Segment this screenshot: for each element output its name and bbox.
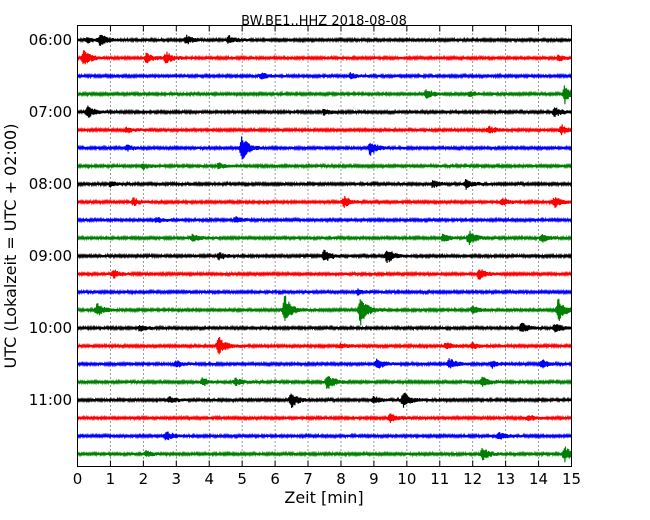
trace-line: [76, 196, 573, 209]
y-axis: 06:00 07:00 08:00 09:00 10:00 11:00: [29, 31, 572, 409]
x-tick-label: 11: [430, 470, 449, 488]
x-tick-label: 8: [336, 470, 346, 488]
trace-line: [76, 50, 573, 65]
trace-line: [76, 288, 573, 296]
x-tick-label: 10: [397, 470, 416, 488]
y-tick-label: 06:00: [29, 31, 72, 49]
y-tick-label: 07:00: [29, 103, 72, 121]
trace-line: [76, 446, 573, 463]
y-tick-label: 10:00: [29, 319, 72, 337]
x-tick-label: 3: [172, 470, 182, 488]
x-axis: 0 1 2 3 4 5 6 7 8 9 10 11 12 13 14 15: [73, 25, 581, 488]
trace-line: [76, 85, 573, 105]
y-tick-label: 09:00: [29, 247, 72, 265]
trace-line: [76, 358, 573, 369]
trace-line: [76, 105, 573, 118]
trace-line: [76, 295, 573, 326]
trace-line: [76, 376, 573, 389]
trace-line: [76, 179, 573, 190]
x-tick-label: 15: [562, 470, 581, 488]
trace-line: [76, 249, 573, 264]
vertical-grid: [110, 25, 539, 467]
chart-title: BW.BE1..HHZ 2018-08-08: [241, 14, 407, 29]
x-tick-label: 2: [139, 470, 149, 488]
trace-line: [76, 72, 573, 80]
trace-line: [76, 322, 573, 333]
trace-line: [76, 392, 573, 408]
trace-line: [76, 216, 573, 224]
trace-line: [76, 124, 573, 136]
x-tick-label: 9: [369, 470, 379, 488]
trace-group: [76, 34, 573, 463]
y-tick-label: 11:00: [29, 391, 72, 409]
trace-line: [76, 413, 573, 424]
trace-line: [76, 337, 573, 355]
x-tick-label: 1: [106, 470, 116, 488]
trace-line: [76, 230, 573, 246]
x-tick-label: 14: [529, 470, 548, 488]
trace-line: [76, 34, 573, 46]
x-tick-label: 13: [496, 470, 515, 488]
x-axis-label: Zeit [min]: [284, 488, 363, 507]
trace-line: [76, 136, 573, 160]
x-tick-label: 6: [270, 470, 280, 488]
x-tick-label: 7: [303, 470, 313, 488]
x-tick-label: 5: [237, 470, 247, 488]
trace-line: [76, 269, 573, 280]
trace-line: [76, 162, 573, 170]
y-axis-label: UTC (Lokalzeit = UTC + 02:00): [1, 124, 20, 369]
x-tick-label: 4: [204, 470, 214, 488]
x-tick-label: 0: [73, 470, 83, 488]
trace-line: [76, 431, 573, 441]
x-tick-label: 12: [463, 470, 482, 488]
y-tick-label: 08:00: [29, 175, 72, 193]
plot-frame: [77, 25, 572, 467]
